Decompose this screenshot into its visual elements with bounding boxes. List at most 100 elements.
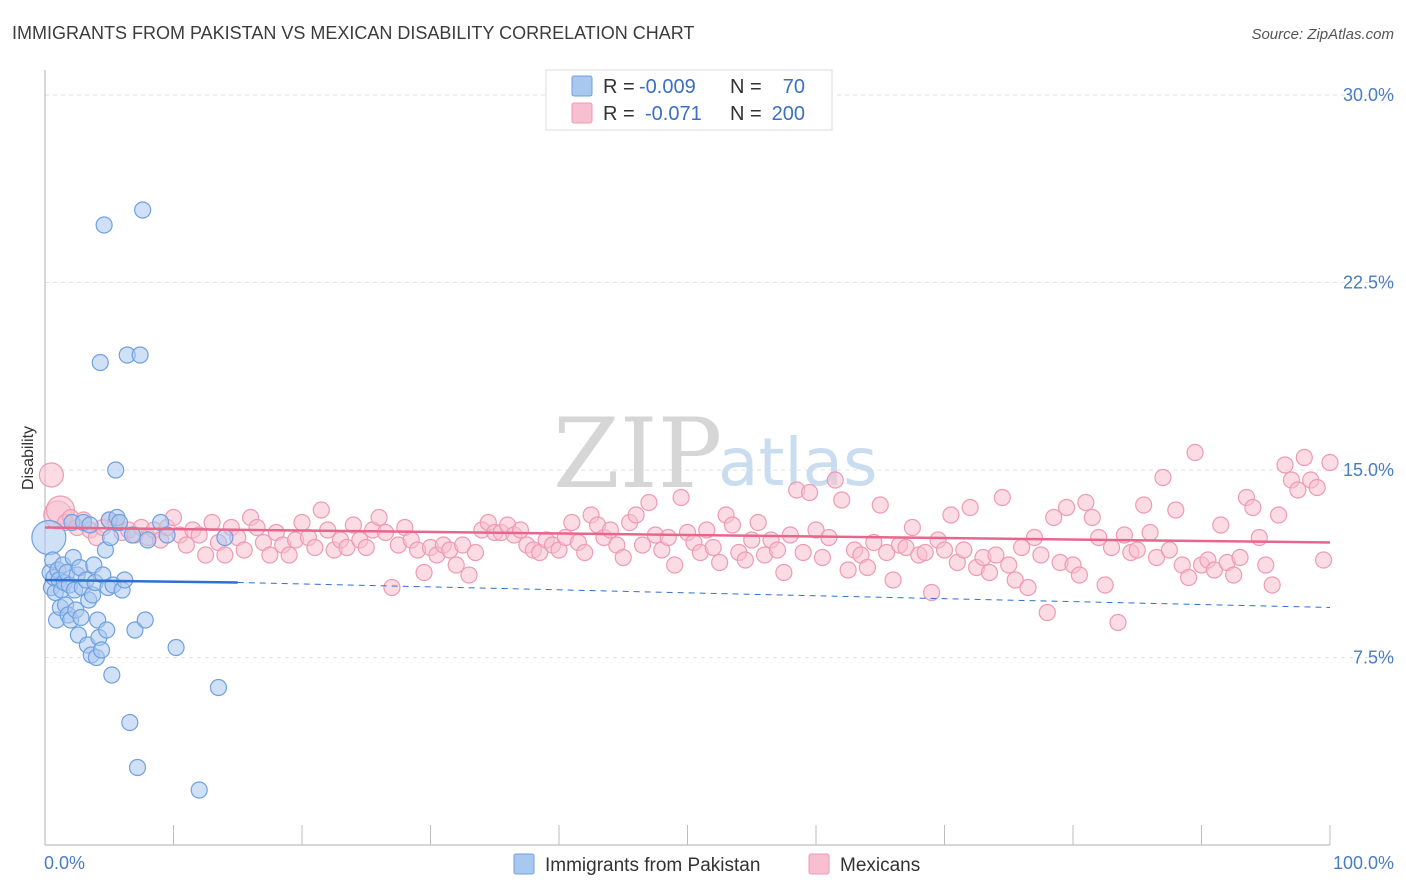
mexicans-point — [1321, 453, 1339, 472]
legend-n-value-1: 70 — [783, 76, 805, 98]
pakistan-point — [81, 516, 99, 534]
mexicans-point — [627, 506, 645, 524]
y-tick-label: 15.0% — [1343, 460, 1394, 480]
mexicans-point — [1045, 508, 1063, 527]
pakistan-point — [95, 216, 113, 234]
mexicans-point — [749, 513, 767, 532]
mexicans-point — [357, 538, 375, 557]
mexicans-point — [768, 541, 787, 559]
mexicans-point — [1006, 571, 1024, 589]
mexicans-point — [1225, 566, 1243, 584]
mexicans-point — [1257, 556, 1275, 574]
mexicans-point — [383, 578, 401, 597]
mexicans-point — [306, 538, 324, 557]
mexicans-point — [1000, 556, 1018, 574]
mexicans-point — [839, 561, 857, 579]
mexicans-point — [897, 538, 915, 557]
mexicans-point — [466, 543, 485, 562]
bottom-legend-label-pakistan: Immigrants from Pakistan — [545, 855, 760, 876]
bottom-legend-label-mexicans: Mexicans — [840, 855, 920, 876]
mexicans-point — [1289, 481, 1307, 499]
mexicans-point — [723, 516, 742, 534]
mexicans-point — [248, 518, 266, 537]
mexicans-point — [293, 513, 311, 532]
y-tick-label: 30.0% — [1343, 85, 1394, 105]
mexicans-point — [1276, 456, 1294, 474]
mexicans-point — [1038, 603, 1056, 622]
mexicans-point — [826, 471, 844, 489]
mexicans-point — [955, 541, 973, 559]
mexicans-point — [1135, 496, 1153, 514]
pakistan-point — [131, 346, 149, 364]
mexicans-point — [659, 528, 677, 547]
mexicans-trendline — [44, 526, 1331, 544]
mexicans-point — [807, 521, 825, 539]
mexicans-point — [216, 546, 234, 564]
mexicans-point — [961, 498, 979, 517]
mexicans-point — [1167, 501, 1185, 519]
mexicans-point — [312, 501, 330, 519]
y-tick-label: 7.5% — [1353, 648, 1394, 668]
pakistan-points — [31, 201, 234, 799]
mexicans-point — [865, 533, 883, 552]
pakistan-point — [101, 528, 120, 547]
mexicans-point — [1160, 541, 1178, 559]
mexicans-point — [1109, 613, 1127, 632]
pakistan-point — [91, 353, 109, 372]
mexicans-point — [38, 462, 65, 488]
mexicans-point — [344, 516, 362, 534]
mexicans-point — [987, 546, 1005, 564]
mexicans-point — [666, 556, 684, 574]
pakistan-point — [128, 758, 147, 777]
mexicans-point — [878, 543, 896, 562]
chart-title: IMMIGRANTS FROM PAKISTAN VS MEXICAN DISA… — [12, 23, 694, 43]
mexicans-point — [1019, 578, 1037, 597]
mexicans-point — [794, 543, 812, 562]
pakistan-point — [72, 608, 90, 627]
mexicans-point — [1250, 528, 1268, 547]
mexicans-point — [1128, 541, 1146, 559]
mexicans-point — [1180, 568, 1198, 587]
mexicans-point — [1032, 546, 1050, 564]
bottom-legend-swatch-pakistan — [513, 853, 535, 875]
mexicans-point — [916, 543, 934, 562]
mexicans-point — [1057, 498, 1076, 517]
pakistan-point — [134, 201, 152, 219]
mexicans-point — [1269, 506, 1288, 524]
legend-r-label-1: R = — [603, 76, 635, 98]
mexicans-point — [775, 563, 793, 582]
mexicans-point — [261, 546, 279, 564]
watermark-zip: ZIP — [553, 398, 722, 510]
mexicans-point — [280, 546, 298, 564]
mexicans-point — [1070, 566, 1089, 584]
mexicans-point — [858, 558, 877, 577]
mexicans-point — [1083, 508, 1101, 527]
pakistan-point — [126, 621, 144, 639]
legend-swatch-mexicans — [571, 102, 593, 124]
mexicans-point — [1212, 516, 1230, 534]
mexicans-point — [711, 553, 729, 572]
mexicans-point — [1096, 576, 1114, 594]
pakistan-point — [92, 641, 111, 659]
legend-swatch-pakistan — [571, 75, 593, 97]
y-axis-label: Disability — [20, 426, 37, 490]
pakistan-point — [110, 513, 129, 532]
mexicans-point — [633, 536, 652, 554]
mexicans-point — [1147, 548, 1166, 567]
mexicans-point — [190, 526, 208, 544]
pakistan-trendline-extension — [237, 582, 1331, 608]
legend-n-label-2: N = — [730, 103, 762, 125]
mexicans-point — [511, 521, 530, 539]
mexicans-point — [833, 491, 851, 509]
legend-r-value-2: -0.071 — [645, 103, 702, 125]
pakistan-point — [216, 528, 234, 547]
mexicans-point — [980, 563, 999, 582]
mexicans-point — [1141, 523, 1159, 542]
mexicans-point — [601, 521, 620, 539]
y-tick-labels: 7.5% 15.0% 22.5% 30.0% — [1343, 85, 1394, 668]
chart-source: Source: ZipAtlas.com — [1251, 26, 1394, 43]
mexicans-point — [460, 566, 478, 584]
pakistan-point — [107, 461, 125, 479]
legend-r-value-1: -0.009 — [639, 76, 696, 98]
